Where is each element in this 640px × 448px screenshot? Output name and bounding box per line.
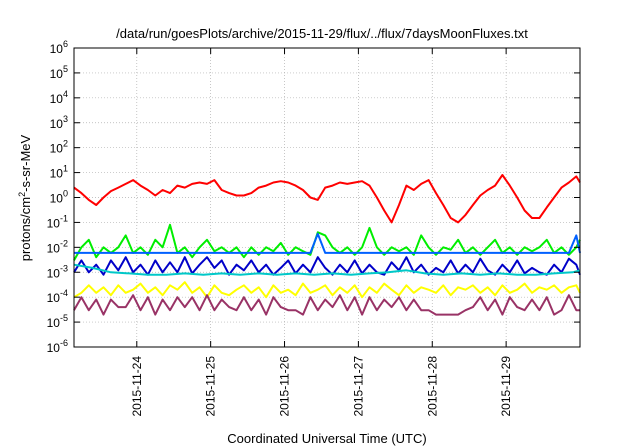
series-line-1 (73, 174, 581, 224)
y-axis-label-sup: 2 (17, 192, 27, 197)
y-tick-base: 10 (50, 42, 64, 56)
x-tick-label: 2015-11-27 (351, 356, 365, 417)
y-tick-exp: -6 (60, 338, 68, 348)
y-tick-exp: -5 (60, 313, 68, 323)
y-axis: 10-610-510-410-310-210-11001011021031041… (47, 39, 580, 355)
x-tick-label: 2015-11-24 (130, 356, 144, 417)
y-tick-exp: 0 (63, 189, 68, 199)
y-tick-base: 10 (50, 167, 64, 181)
y-tick-label: 103 (50, 114, 68, 131)
series-line-5 (73, 263, 581, 276)
y-tick-label: 100 (50, 189, 68, 206)
series-line-2 (73, 223, 581, 261)
y-tick-base: 10 (50, 67, 64, 81)
y-tick-exp: -2 (60, 238, 68, 248)
y-tick-exp: -4 (60, 288, 68, 298)
y-tick-base: 10 (47, 216, 61, 230)
y-tick-base: 10 (47, 316, 61, 330)
y-tick-label: 101 (50, 164, 68, 181)
series-line-4 (73, 256, 581, 276)
x-axis: 2015-11-24 2015-11-25 2015-11-26 2015-11-27… (130, 48, 513, 417)
x-tick-label: 2015-11-26 (278, 356, 292, 417)
y-tick-base: 10 (50, 117, 64, 131)
x-tick-label: 2015-11-29 (499, 356, 513, 417)
series-line-6 (73, 281, 581, 299)
y-tick-exp: 2 (63, 139, 68, 149)
y-tick-label: 10-1 (47, 213, 68, 230)
y-tick-base: 10 (50, 192, 64, 206)
y-tick-label: 10-3 (47, 263, 68, 280)
series-line-7 (73, 294, 580, 316)
y-tick-label: 10-6 (47, 338, 68, 355)
chart-title: /data/run/goesPlots/archive/2015-11-29/f… (116, 26, 528, 41)
y-tick-base: 10 (47, 266, 61, 280)
y-tick-base: 10 (47, 291, 61, 305)
y-tick-label: 104 (50, 89, 68, 106)
y-tick-base: 10 (50, 142, 64, 156)
x-tick-label: 2015-11-25 (204, 356, 218, 417)
y-tick-base: 10 (47, 241, 61, 255)
y-axis-label: protons/cm2-s-sr-MeV (17, 134, 33, 261)
y-tick-exp: 5 (63, 64, 68, 74)
y-tick-base: 10 (47, 341, 61, 355)
series-line-3 (74, 232, 581, 254)
x-tick-label: 2015-11-28 (425, 356, 439, 417)
y-tick-label: 106 (50, 39, 68, 56)
y-tick-label: 10-2 (47, 238, 68, 255)
y-tick-label: 105 (50, 64, 68, 81)
y-tick-exp: 3 (63, 114, 68, 124)
y-tick-label: 10-5 (47, 313, 68, 330)
y-tick-exp: -3 (60, 263, 68, 273)
y-tick-label: 10-4 (47, 288, 68, 305)
x-axis-label: Coordinated Universal Time (UTC) (227, 431, 426, 446)
series-group (73, 174, 581, 316)
y-tick-base: 10 (50, 92, 64, 106)
y-axis-label-base: protons/cm (18, 197, 33, 261)
y-tick-exp: -1 (60, 213, 68, 223)
y-tick-exp: 1 (63, 164, 68, 174)
y-tick-label: 102 (50, 139, 68, 156)
y-tick-exp: 4 (63, 89, 68, 99)
grid (74, 48, 580, 347)
y-tick-exp: 6 (63, 39, 68, 49)
y-axis-label-rest: -s-sr-MeV (18, 134, 33, 191)
